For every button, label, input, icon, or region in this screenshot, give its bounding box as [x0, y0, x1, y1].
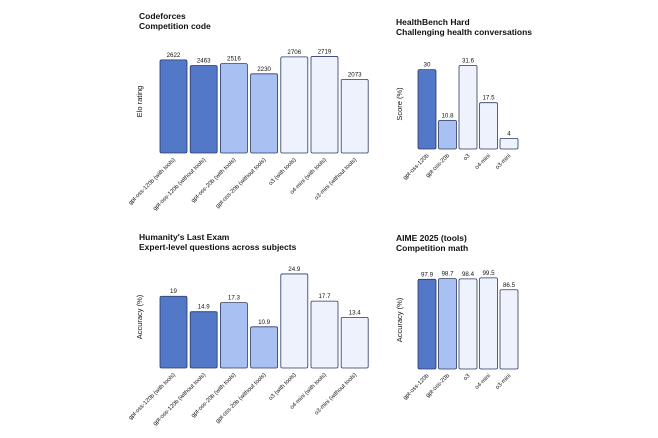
tick-label: o3 (with tools)	[268, 157, 298, 187]
data-label: 17.5	[482, 95, 495, 102]
bar	[159, 295, 188, 369]
tick-label: o4-mini	[474, 373, 492, 391]
bar	[438, 120, 457, 150]
tick-label: o3-mini	[495, 373, 513, 391]
chart-title: HealthBench Hard	[396, 17, 470, 27]
bar	[219, 302, 248, 369]
bar	[479, 277, 498, 370]
tick-label: o4-mini	[474, 153, 492, 171]
chart-subtitle: Competition math	[396, 243, 469, 253]
data-label: 24.9	[288, 266, 301, 273]
tick-label: o3	[463, 373, 472, 382]
data-label: 17.7	[318, 293, 331, 300]
chart-title: Codeforces	[139, 11, 186, 21]
bar	[280, 273, 309, 369]
chart-subtitle: Expert-level questions across subjects	[139, 242, 297, 252]
y-axis-label: Elo rating	[135, 86, 144, 118]
data-label: 10.9	[258, 319, 271, 326]
data-label: 30	[424, 62, 431, 69]
bar	[310, 300, 339, 369]
data-label: 17.3	[228, 295, 241, 302]
data-label: 2516	[227, 56, 241, 63]
data-label: 31.6	[462, 57, 475, 64]
y-axis-label: Accuracy (%)	[395, 297, 404, 342]
bar	[438, 278, 457, 370]
y-axis-label: Accuracy (%)	[135, 294, 144, 339]
data-label: 99.5	[482, 270, 495, 277]
bar	[159, 59, 188, 154]
data-label: 2622	[167, 52, 181, 59]
bar	[219, 63, 248, 154]
tick-label: gpt-oss-120b (without tools)	[152, 372, 207, 427]
data-label: 4	[507, 130, 511, 137]
bar	[417, 278, 437, 370]
bar	[458, 64, 478, 150]
data-label: 10.8	[441, 112, 454, 119]
tick-label: o3 (with tools)	[268, 372, 298, 402]
chart-group-3: Accuracy (%)97.9gpt-oss-120b98.7gpt-oss-…	[395, 270, 519, 401]
bar	[250, 326, 279, 369]
data-label: 2719	[318, 48, 332, 55]
bar	[417, 69, 437, 150]
chart-group-1: Score (%)30gpt-oss-120b10.8gpt-oss-20b31…	[395, 57, 519, 181]
data-label: 98.7	[441, 271, 454, 278]
data-label: 2230	[257, 66, 271, 73]
data-label: 2463	[197, 58, 211, 65]
bar	[310, 56, 339, 154]
data-label: 14.9	[198, 304, 211, 311]
bar	[189, 65, 218, 154]
tick-label: o3-mini	[495, 153, 513, 171]
bar	[340, 316, 369, 369]
data-label: 2706	[287, 49, 301, 56]
data-label: 86.5	[503, 282, 516, 289]
data-label: 98.4	[462, 271, 475, 278]
data-label: 13.4	[349, 309, 362, 316]
y-axis-label: Score (%)	[395, 87, 404, 121]
data-label: 2073	[348, 71, 362, 78]
chart-title: AIME 2025 (tools)	[396, 233, 467, 243]
chart-subtitle: Challenging health conversations	[396, 27, 533, 37]
bar	[340, 78, 369, 154]
chart-subtitle: Competition code	[139, 21, 211, 31]
tick-label: gpt-oss-120b (without tools)	[152, 157, 207, 212]
tick-label: gpt-oss-20b (without tools)	[215, 372, 268, 425]
chart-title: Humanity's Last Exam	[139, 232, 230, 242]
data-label: 19	[170, 288, 177, 295]
bar	[280, 56, 309, 154]
bar	[499, 138, 519, 150]
tick-label: gpt-oss-20b (without tools)	[215, 157, 268, 210]
bar	[189, 311, 218, 369]
data-label: 97.9	[421, 271, 434, 278]
bar	[479, 102, 498, 150]
bar	[458, 278, 478, 370]
bar	[250, 73, 279, 154]
bar	[499, 289, 519, 370]
tick-label: o3	[463, 153, 472, 162]
